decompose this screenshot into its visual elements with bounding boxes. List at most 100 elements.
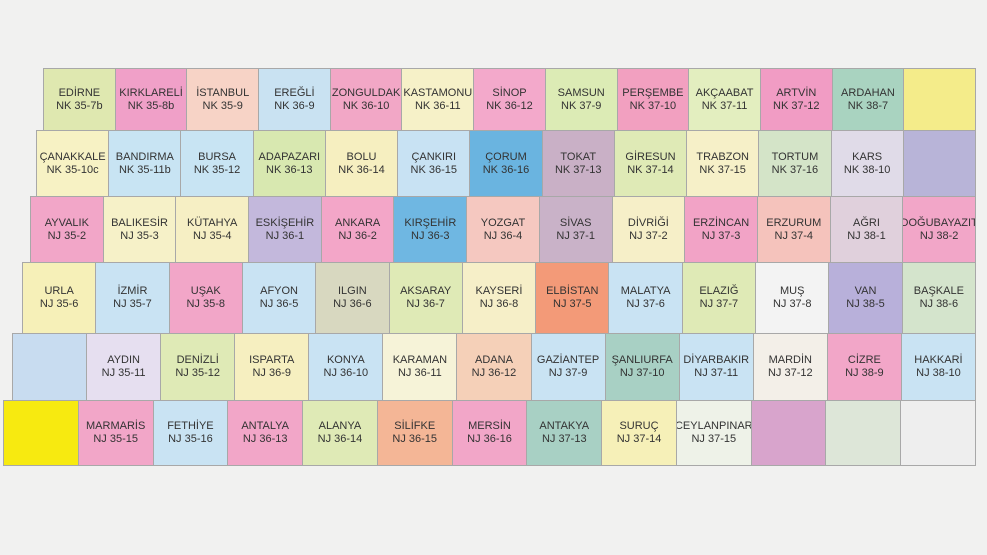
sheet-name: ADANA	[475, 354, 513, 366]
map-sheet: KAYSERİ NJ 36-8	[461, 262, 537, 334]
sheet-name: ANTALYA	[241, 420, 290, 432]
sheet-name: SAMSUN	[557, 86, 605, 99]
sheet-name: UŞAK	[190, 285, 221, 297]
sheet-code: NJ 35-11	[101, 367, 146, 379]
map-sheet	[825, 400, 902, 466]
sheet-name: İZMİR	[117, 285, 148, 297]
map-sheet: ADANA NJ 36-12	[456, 333, 532, 401]
sheet-name: MUŞ	[779, 285, 805, 297]
sheet-name: TORTUM	[771, 150, 819, 163]
sheet-code: NK 36-13	[266, 163, 313, 176]
sheet-code: NK 38-10	[843, 163, 891, 176]
map-sheet: ARTVİN NK 37-12	[759, 68, 833, 131]
sheet-name: ÇANKIRI	[411, 150, 457, 163]
map-sheet: CİZRE NJ 38-9	[826, 333, 902, 401]
map-sheet: ILGIN NJ 36-6	[315, 262, 390, 334]
map-sheet: HAKKARİ NJ 38-10	[900, 333, 976, 401]
map-sheet: KÜTAHYA NJ 35-4	[175, 196, 250, 263]
sheet-code: NJ 36-7	[406, 298, 445, 310]
map-sheet: DİYARBAKIR NJ 37-11	[678, 333, 754, 401]
map-sheet: EREĞLİ NK 36-9	[258, 68, 331, 131]
sheet-code: NJ 37-13	[541, 433, 587, 445]
map-sheet: ESKİŞEHİR NJ 36-1	[248, 196, 322, 263]
sheet-name: ERZURUM	[766, 216, 822, 229]
sheet-name: BOLU	[346, 150, 377, 163]
map-sheet: ZONGULDAK NK 36-10	[329, 68, 403, 131]
map-sheet: BURSA NK 35-12	[180, 130, 254, 197]
map-sheet: AFYON NJ 36-5	[241, 262, 317, 334]
map-sheet: URLA NJ 35-6	[22, 262, 97, 334]
sheet-code: NJ 37-9	[548, 367, 588, 379]
sheet-name: URLA	[44, 285, 74, 297]
map-sheet: EDİRNE NK 35-7b	[43, 68, 116, 131]
sheet-code: NJ 35-8	[186, 298, 226, 310]
map-sheet: KASTAMONU NK 36-11	[401, 68, 475, 131]
map-sheet: YOZGAT NJ 36-4	[466, 196, 540, 263]
map-sheet: SAMSUN NK 37-9	[544, 68, 618, 131]
map-sheet: BOLU NK 36-14	[324, 130, 399, 197]
sheet-code: NJ 35-3	[120, 229, 159, 242]
map-sheet: KIRŞEHİR NJ 36-3	[393, 196, 468, 263]
map-sheet: BANDIRMA NK 35-11b	[108, 130, 182, 197]
map-sheet: VAN NJ 38-5	[828, 262, 903, 334]
sheet-name: MARMARİS	[86, 420, 146, 432]
map-sheet: UŞAK NJ 35-8	[168, 262, 243, 334]
sheet-name: DİYARBAKIR	[683, 354, 750, 366]
map-sheet: MALATYA NJ 37-6	[608, 262, 683, 334]
map-sheet: MARDİN NJ 37-12	[752, 333, 828, 401]
sheet-code: NJ 35-2	[47, 229, 87, 242]
sheet-name: ANTAKYA	[539, 420, 590, 432]
sheet-code: NJ 38-9	[845, 367, 884, 379]
sheet-code: NK 35-8b	[127, 99, 175, 112]
sheet-code: NJ 38-5	[846, 298, 885, 310]
map-sheet: PERŞEMBE NK 37-10	[616, 68, 690, 131]
sheet-name: DENİZLİ	[176, 354, 219, 366]
sheet-code: NK 36-14	[338, 163, 385, 176]
sheet-name: SİLİFKE	[394, 420, 436, 432]
sheet-name: DİVRİĞİ	[627, 216, 669, 229]
sheet-name: ANKARA	[334, 216, 381, 229]
map-sheet: ANKARA NJ 36-2	[320, 196, 395, 263]
sheet-name: BANDIRMA	[115, 150, 174, 163]
map-sheet: ANTALYA NJ 36-13	[227, 400, 304, 466]
map-sheet: AKSARAY NJ 36-7	[388, 262, 463, 334]
map-sheet: ÇORUM NK 36-16	[469, 130, 543, 197]
sheet-name: AKSARAY	[400, 285, 452, 297]
sheet-name: EREĞLİ	[274, 86, 315, 99]
map-sheet: ERZİNCAN NJ 37-3	[684, 196, 758, 263]
sheet-code: NJ 37-11	[694, 367, 739, 379]
sheet-code: NJ 37-7	[699, 298, 739, 310]
map-sheet: TOKAT NK 37-13	[541, 130, 615, 197]
sheet-code: NJ 36-2	[338, 229, 377, 242]
map-sheet: KARS NK 38-10	[830, 130, 904, 197]
sheet-code: NJ 35-7	[113, 298, 152, 310]
map-sheet	[12, 333, 88, 401]
sheet-name: ELBİSTAN	[546, 285, 599, 297]
sheet-code: NJ 36-14	[317, 433, 363, 445]
map-sheet: BALIKESİR NJ 35-3	[102, 196, 177, 263]
map-sheet: TRABZON NK 37-15	[686, 130, 760, 197]
sheet-name: KIRKLARELİ	[119, 86, 183, 99]
sheet-name: FETHİYE	[167, 420, 214, 432]
map-sheet: GİRESUN NK 37-14	[613, 130, 688, 197]
sheet-code: NK 35-10c	[46, 163, 99, 176]
map-sheet: MUŞ NJ 37-8	[755, 262, 830, 334]
map-sheet: KONYA NJ 36-10	[308, 333, 384, 401]
sheet-code: NJ 37-6	[626, 298, 665, 310]
sheet-name: ADAPAZARI	[258, 150, 321, 163]
sheet-name: KARS	[852, 150, 883, 163]
map-sheet: İSTANBUL NK 35-9	[186, 68, 260, 131]
sheet-name: ILGIN	[338, 285, 367, 297]
sheet-code: NJ 36-9	[252, 367, 292, 379]
sheet-code: NJ 36-3	[411, 229, 450, 242]
sheet-code: NK 37-12	[773, 99, 820, 112]
sheet-code: NJ 37-14	[616, 433, 662, 445]
sheet-name: TOKAT	[560, 150, 597, 163]
sheet-name: DOĞUBAYAZIT	[902, 216, 976, 229]
sheet-code: NJ 38-6	[919, 298, 959, 310]
sheet-name: GAZİANTEP	[536, 354, 600, 366]
sheet-code: NK 36-16	[482, 163, 530, 176]
sheet-name: CEYLANPINAR	[675, 420, 752, 432]
sheet-name: KIRŞEHİR	[404, 216, 457, 229]
